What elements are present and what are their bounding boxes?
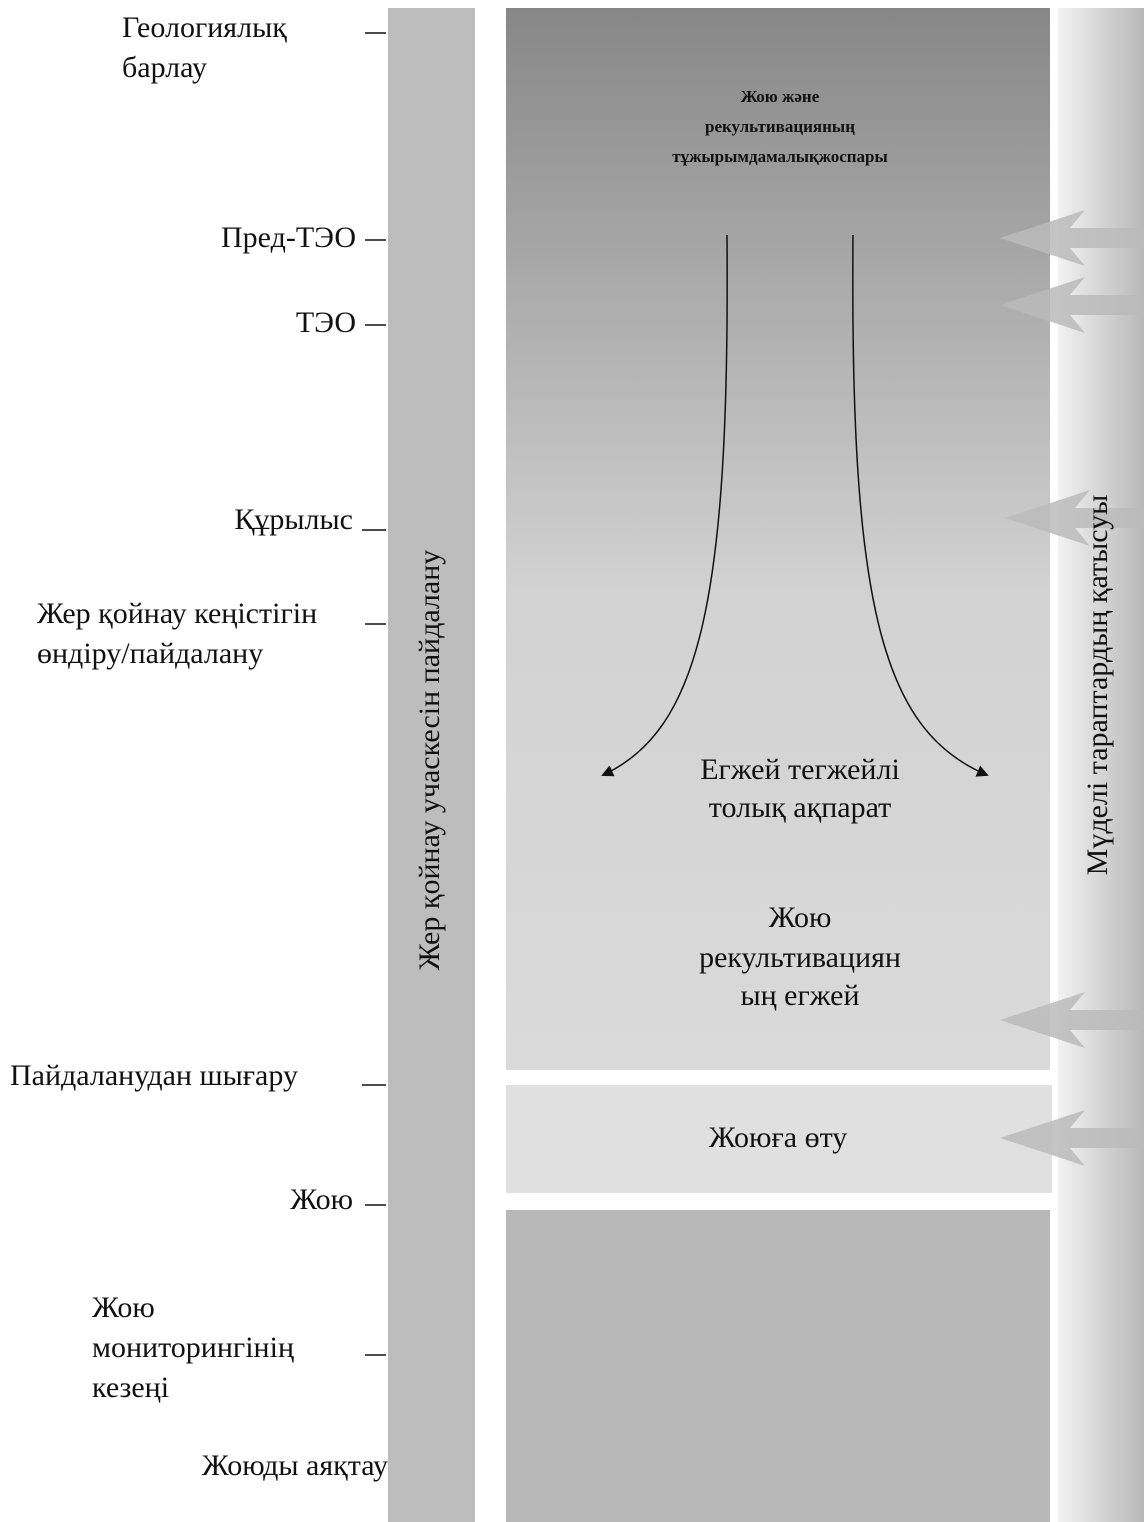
plan-title: рекультивацияның [705, 117, 855, 136]
transition-box [506, 1085, 1052, 1193]
plan-title: Жою және [741, 87, 820, 106]
stage-label: мониторингінің [92, 1331, 294, 1364]
transition-label: Жоюға өту [709, 1121, 848, 1154]
detail-info: Егжей тегжейлі [700, 753, 900, 786]
stage-label: Пред-ТЭО [221, 221, 356, 254]
stage-label: Жер қойнау кеңістігін [37, 597, 317, 630]
stage-label: Жоюды аяқтау [202, 1449, 388, 1482]
stage-label: Жою [92, 1291, 155, 1324]
stage-label: Геологиялық [122, 11, 287, 44]
stage-label: Пайдаланудан шығару [10, 1059, 298, 1092]
detail-plan: рекультивациян [699, 941, 901, 974]
stage-label: Жою [290, 1183, 353, 1216]
stage-ticks [362, 32, 386, 1356]
detail-info: толық ақпарат [709, 791, 891, 824]
left-bar-label: Жер қойнау учаскесін пайдалану [413, 550, 446, 971]
left-bar [388, 8, 475, 1522]
stage-label: кезеңі [92, 1371, 169, 1404]
curve-arrow [601, 234, 728, 777]
final-box [506, 1210, 1050, 1522]
stage-label: Құрылыс [234, 503, 353, 536]
stage-label: ТЭО [296, 306, 356, 339]
plan-title: тұжырымдамалықжоспары [672, 147, 888, 166]
right-bar-label: Мүделі тараптардың қатысуы [1081, 495, 1114, 876]
main-box [506, 8, 1050, 1070]
participation-arrows [1000, 210, 1144, 1166]
curve-arrow [852, 234, 989, 777]
stage-label: барлау [122, 51, 207, 84]
detail-plan: ың егжей [740, 979, 859, 1012]
stage-label: өндіру/пайдалану [37, 637, 263, 670]
detail-plan: Жою [769, 901, 832, 934]
